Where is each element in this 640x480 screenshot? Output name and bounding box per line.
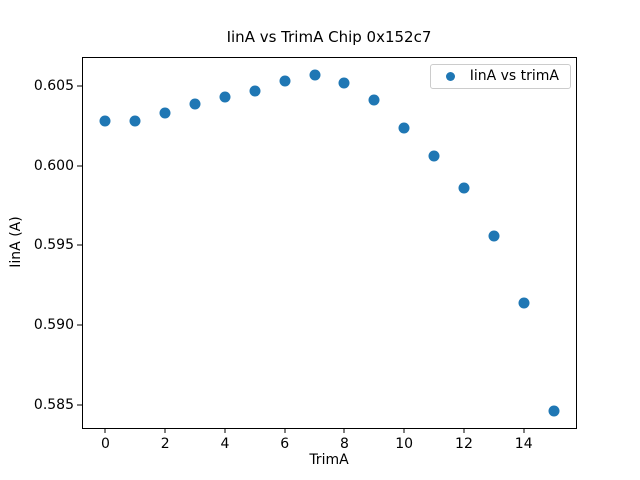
scatter-point [309, 69, 321, 81]
scatter-point [428, 150, 440, 162]
scatter-point [189, 98, 201, 110]
scatter-point [338, 77, 350, 89]
scatter-point [548, 405, 560, 417]
scatter-point [129, 115, 141, 127]
y-tick [77, 85, 82, 87]
scatter-point [99, 115, 111, 127]
x-tick [523, 428, 525, 433]
scatter-point [488, 230, 500, 242]
y-tick-label: 0.600 [33, 157, 74, 174]
x-tick [284, 428, 286, 433]
x-tick-label: 6 [280, 436, 290, 452]
scatter-point [458, 182, 470, 194]
y-tick [77, 324, 82, 326]
x-tick [343, 428, 345, 433]
x-tick [104, 428, 106, 433]
y-tick-label: 0.585 [33, 396, 74, 413]
x-tick-label: 4 [220, 436, 230, 452]
y-tick [77, 165, 82, 167]
x-tick-label: 8 [339, 436, 349, 452]
scatter-point [518, 297, 530, 309]
plot-area: IinA vs trimA 0 2 4 6 8 10 12 14 0.585 0.590 0.595… [34, 57, 577, 452]
x-tick-label: 12 [455, 436, 473, 452]
x-tick [224, 428, 226, 433]
scatter-point [368, 94, 380, 106]
chart-title: IinA vs TrimA Chip 0x152c7 [226, 28, 432, 46]
scatter-point [279, 75, 291, 87]
y-tick [77, 404, 82, 406]
x-axis-label: TrimA [309, 452, 349, 468]
y-tick-label: 0.605 [33, 78, 74, 95]
legend-marker-icon [445, 72, 455, 81]
x-tick [403, 428, 405, 433]
legend: IinA vs trimA [429, 64, 571, 89]
x-tick-label: 2 [160, 436, 170, 452]
x-tick-label: 10 [395, 436, 414, 452]
y-tick-label: 0.590 [33, 317, 74, 334]
x-tick-label: 0 [100, 436, 110, 452]
scatter-point [159, 107, 171, 119]
x-tick-label: 14 [514, 436, 533, 452]
scatter-point [398, 122, 410, 133]
scatter-point [249, 85, 261, 97]
y-tick-label: 0.595 [33, 237, 74, 254]
x-tick [463, 428, 465, 433]
scatter-point [219, 91, 231, 103]
legend-label: IinA vs trimA [469, 68, 559, 84]
y-axis-label: IinA (A) [8, 216, 24, 268]
y-tick [77, 244, 82, 246]
x-tick [164, 428, 166, 433]
